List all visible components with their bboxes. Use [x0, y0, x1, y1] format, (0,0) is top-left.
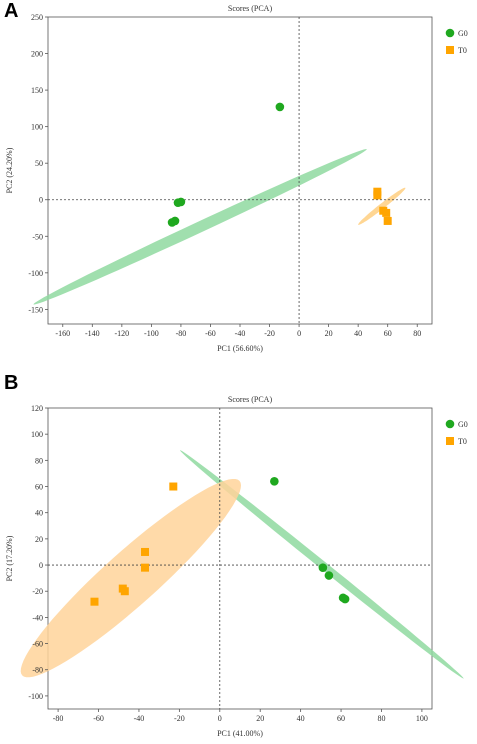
- x-tick-label: -120: [115, 329, 130, 338]
- x-tick-label: -20: [174, 714, 185, 723]
- x-axis-label: PC1 (56.60%): [217, 344, 263, 353]
- legend-marker-t0: [446, 46, 454, 54]
- x-tick-label: -40: [235, 329, 246, 338]
- legend-label-t0: T0: [458, 437, 467, 446]
- chart-title: Scores (PCA): [228, 4, 273, 13]
- x-tick-label: 80: [377, 714, 385, 723]
- confidence-ellipse-t0: [20, 479, 242, 678]
- point-g0: [324, 571, 334, 580]
- y-tick-label: 200: [31, 50, 43, 59]
- y-tick-label: 50: [35, 159, 43, 168]
- x-tick-label: -60: [93, 714, 104, 723]
- point-t0: [373, 191, 382, 200]
- x-tick-label: -40: [134, 714, 145, 723]
- y-axis-label: PC2 (24.20%): [5, 147, 14, 193]
- x-tick-label: 20: [325, 329, 333, 338]
- y-tick-label: -100: [28, 269, 43, 278]
- chart-title: Scores (PCA): [228, 395, 273, 404]
- plot-frame: [47, 16, 433, 325]
- y-tick-label: 0: [39, 196, 43, 205]
- point-g0: [173, 198, 183, 207]
- x-tick-label: 0: [297, 329, 301, 338]
- y-tick-label: -150: [28, 305, 43, 314]
- y-tick-label: 80: [35, 456, 43, 465]
- x-tick-label: 0: [218, 714, 222, 723]
- point-g0: [167, 218, 177, 227]
- x-tick-label: 60: [384, 329, 392, 338]
- confidence-ellipse-g0: [33, 149, 367, 305]
- x-tick-label: 80: [413, 329, 421, 338]
- y-tick-label: -40: [32, 613, 43, 622]
- x-tick-label: 40: [354, 329, 362, 338]
- y-tick-label: 100: [31, 123, 43, 132]
- point-g0: [275, 102, 285, 112]
- plot-frame: [47, 407, 433, 710]
- point-t0: [382, 208, 391, 217]
- x-tick-label: -60: [205, 329, 216, 338]
- x-tick-label: -20: [264, 329, 275, 338]
- y-tick-label: -50: [32, 232, 43, 241]
- point-g0: [340, 594, 350, 604]
- x-tick-label: -80: [53, 714, 64, 723]
- point-t0: [169, 482, 178, 491]
- legend-marker-g0: [445, 419, 455, 429]
- y-tick-label: 40: [35, 509, 43, 518]
- legend-marker-g0: [445, 28, 455, 38]
- y-tick-label: 120: [31, 404, 43, 413]
- x-tick-label: -100: [144, 329, 159, 338]
- panel-a-letter: A: [4, 0, 19, 22]
- x-tick-label: 40: [297, 714, 305, 723]
- y-tick-label: -100: [28, 692, 43, 701]
- y-axis-label: PC2 (17.20%): [5, 535, 14, 581]
- y-tick-label: 100: [31, 430, 43, 439]
- x-tick-label: -140: [85, 329, 100, 338]
- point-g0: [270, 476, 279, 486]
- legend-label-t0: T0: [458, 46, 467, 55]
- x-tick-label: -160: [55, 329, 70, 338]
- x-tick-label: 20: [256, 714, 264, 723]
- pca-chart-a: Scores (PCA) -160 -140 -120 -100 -80 -60 -40 -20…: [5, 4, 468, 353]
- point-t0: [141, 547, 150, 556]
- y-tick-label: 250: [31, 13, 43, 22]
- point-t0: [120, 587, 129, 596]
- y-tick-label: 150: [31, 86, 43, 95]
- y-tick-label: -20: [32, 587, 43, 596]
- x-tick-label: -80: [176, 329, 187, 338]
- confidence-ellipse-t0: [358, 187, 406, 225]
- legend-marker-t0: [446, 437, 454, 445]
- y-tick-label: 20: [35, 535, 43, 544]
- y-tick-label: -60: [32, 640, 43, 649]
- x-tick-label: 100: [416, 714, 428, 723]
- legend-label-g0: G0: [458, 29, 468, 38]
- point-t0: [383, 216, 392, 225]
- y-tick-label: 0: [39, 561, 43, 570]
- pca-chart-b: Scores (PCA) -80 -60 -40 -20 0 20 40 60 80 100 -100…: [5, 395, 468, 738]
- point-t0: [141, 563, 150, 572]
- x-tick-label: 60: [337, 714, 345, 723]
- point-g0: [318, 563, 328, 572]
- point-t0: [90, 597, 99, 606]
- y-tick-label: 60: [35, 483, 43, 492]
- x-axis-label: PC1 (41.00%): [217, 729, 263, 738]
- panel-b-letter: B: [4, 372, 19, 394]
- y-tick-label: -80: [32, 666, 43, 675]
- legend-label-g0: G0: [458, 420, 468, 429]
